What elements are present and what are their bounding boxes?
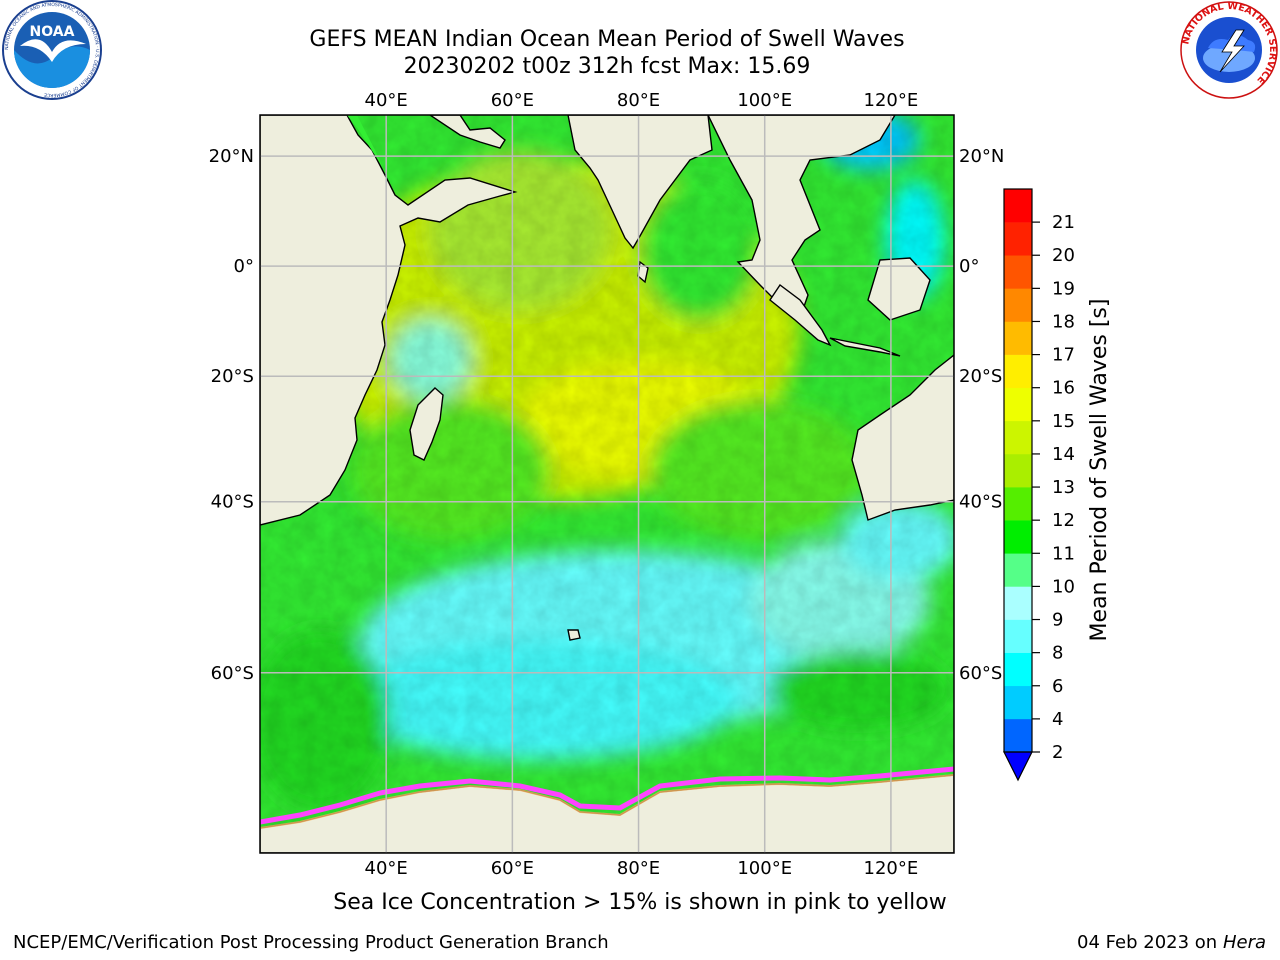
colorbar-segment <box>1004 718 1032 753</box>
lat-label-right: 0° <box>959 256 979 277</box>
lon-label-bottom: 100°E <box>737 858 792 879</box>
lon-label-top: 100°E <box>737 90 792 111</box>
land <box>260 115 954 853</box>
colorbar-tick-label: 6 <box>1052 676 1063 697</box>
colorbar-tick-label: 21 <box>1052 212 1075 233</box>
map-frame <box>259 114 955 854</box>
footer-date: 04 Feb 2023 on Hera <box>1077 932 1266 953</box>
lat-label-left: 20°N <box>209 146 254 167</box>
lon-label-top: 40°E <box>365 90 408 111</box>
colorbar-label: Mean Period of Swell Waves [s] <box>1087 299 1112 642</box>
lat-label-right: 20°S <box>959 366 1002 387</box>
colorbar-tick-label: 19 <box>1052 278 1075 299</box>
footer-date-text: 04 Feb 2023 on <box>1077 932 1218 953</box>
colorbar-segment <box>1004 222 1032 256</box>
footer-machine: Hera <box>1222 932 1266 953</box>
colorbar-segment <box>1004 619 1032 653</box>
colorbar-tick-label: 9 <box>1052 610 1063 631</box>
lon-label-bottom: 40°E <box>365 858 408 879</box>
lat-label-left: 40°S <box>211 492 254 513</box>
colorbar-tick-label: 2 <box>1052 742 1063 763</box>
colorbar-segment <box>1004 354 1032 389</box>
colorbar-segment <box>1004 321 1032 355</box>
lat-label-left: 0° <box>234 256 254 277</box>
colorbar-tick-label: 20 <box>1052 245 1075 266</box>
colorbar-tick-label: 17 <box>1052 345 1075 366</box>
colorbar-tick-label: 10 <box>1052 576 1075 597</box>
colorbar-tick-label: 13 <box>1052 477 1075 498</box>
sea-ice-caption: Sea Ice Concentration > 15% is shown in … <box>333 890 947 915</box>
lon-label-top: 60°E <box>491 90 534 111</box>
lat-label-left: 60°S <box>211 663 254 684</box>
colorbar-segment <box>1004 487 1032 521</box>
colorbar-segment <box>1004 387 1032 422</box>
svg-text:NOAA: NOAA <box>30 24 75 40</box>
colorbar-segment <box>1004 520 1032 554</box>
lon-label-bottom: 60°E <box>491 858 534 879</box>
sea-ice-edge <box>260 766 954 825</box>
colorbar-tick-label: 4 <box>1052 709 1063 730</box>
colorbar-segment <box>1004 420 1032 455</box>
colorbar-segment <box>1004 453 1032 488</box>
lon-label-top: 120°E <box>864 90 919 111</box>
colorbar-tick-label: 14 <box>1052 444 1075 465</box>
colorbar-tick-label: 16 <box>1052 378 1075 399</box>
lat-label-left: 20°S <box>211 366 254 387</box>
colorbar-tick-label: 18 <box>1052 311 1075 332</box>
footer-credit: NCEP/EMC/Verification Post Processing Pr… <box>13 932 609 953</box>
colorbar-segment <box>1004 652 1032 687</box>
colorbar-segment <box>1004 255 1032 289</box>
noaa-logo: NOAA NATIONAL OCEANIC AND ATMOSPHERIC AD… <box>2 0 102 100</box>
lat-label-right: 60°S <box>959 663 1002 684</box>
colorbar-segment <box>1004 685 1032 720</box>
colorbar-tick-label: 8 <box>1052 643 1063 664</box>
graticule <box>260 115 954 853</box>
colorbar-segment <box>1004 189 1032 223</box>
lat-label-right: 40°S <box>959 492 1002 513</box>
lon-label-bottom: 80°E <box>617 858 660 879</box>
colorbar-segment <box>1004 288 1032 322</box>
colorbar-tick-label: 15 <box>1052 411 1075 432</box>
colorbar-segment <box>1004 553 1032 587</box>
lon-label-bottom: 120°E <box>864 858 919 879</box>
lat-label-right: 20°N <box>959 146 1004 167</box>
colorbar-frame <box>1003 188 1033 753</box>
colorbar-segment <box>1004 586 1032 620</box>
colorbar-under-arrow <box>1003 751 1033 782</box>
colorbar-tick-label: 12 <box>1052 510 1075 531</box>
colorbar-tick-label: 11 <box>1052 543 1075 564</box>
colorbar: 2 4 6 8 9 10 11 12 13 14 15 16 17 18 19 20 21 Mean Perio… <box>1003 188 1112 782</box>
map-title: GEFS MEAN Indian Ocean Mean Period of Sw… <box>309 27 905 52</box>
nws-logo: NATIONAL WEATHER SERVICE <box>1180 1 1278 99</box>
lon-label-top: 80°E <box>617 90 660 111</box>
map-subtitle: 20230202 t00z 312h fcst Max: 15.69 <box>403 54 811 79</box>
